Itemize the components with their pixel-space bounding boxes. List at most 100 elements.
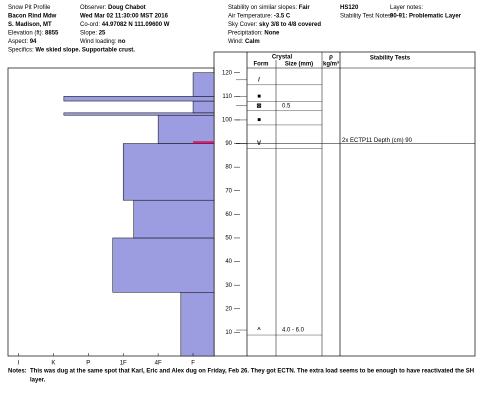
column-header: kg/m³ [323, 61, 339, 68]
x-tick-label: P [86, 361, 90, 367]
header-field: Slope: 25 [80, 30, 106, 36]
notes-text: layer. [30, 378, 46, 384]
crystal-form: / [258, 77, 260, 83]
header-field: Co-ord: 44.97082 N 111.09600 W [80, 22, 170, 28]
field-value: We skied slope. Supportable crust. [35, 47, 135, 53]
column-header: ρ [329, 55, 333, 61]
header-field: Stability Test Notes: [340, 13, 393, 19]
field-label: Stability on similar slopes: [228, 5, 297, 11]
header-field: Elevation (ft): 8855 [8, 30, 59, 36]
x-tick-label: 4F [155, 361, 162, 367]
field-label: Layer notes: [390, 5, 423, 11]
header-field: Layer notes: [390, 5, 423, 11]
header-field: Wind loading: no [80, 39, 126, 45]
field-value: 8855 [45, 30, 59, 36]
hardness-layer [157, 114, 215, 144]
crystal-form: ■ [257, 94, 261, 100]
y-tick-label: 110 [222, 94, 232, 100]
header-field: Wed Mar 02 11:30:00 MST 2016 [80, 13, 169, 19]
field-value: Fair [299, 5, 311, 11]
hardness-layer [63, 112, 215, 116]
field-label: Specifics: [8, 47, 34, 53]
header-field: S. Madison, MT [8, 22, 52, 28]
field-value: Calm [245, 39, 260, 45]
header-field: Snow Pit Profile [8, 5, 51, 11]
hardness-layer [133, 199, 215, 239]
field-value: 94 [30, 39, 37, 45]
y-tick-label: 120 [222, 70, 233, 76]
y-tick-label: 10 [225, 330, 232, 336]
field-value: 25 [99, 30, 106, 36]
column-header: Size (mm) [285, 62, 313, 68]
field-label: Precipitation: [228, 30, 263, 36]
hardness-layer [112, 237, 215, 293]
field-value: -3.5 C [274, 13, 291, 19]
header-field: Air Temperature: -3.5 C [228, 13, 291, 19]
hardness-layer [192, 72, 215, 97]
x-tick-label: 1F [120, 361, 127, 367]
field-label: Slope: [80, 30, 97, 36]
field-label: Observer: [80, 5, 107, 11]
y-tick-label: 60 [225, 212, 232, 218]
crystal-form: ⊠ [256, 103, 261, 109]
field-label: Wind loading: [80, 39, 117, 45]
field-value: Doug Chabot [108, 5, 146, 11]
y-tick-label: 50 [225, 236, 232, 242]
x-tick-label: I [18, 361, 20, 367]
stability-test: 2x ECTP11 Depth (cm) 90 [342, 138, 413, 144]
crystal-form: ■ [257, 118, 261, 124]
crystal-size: 4.0 - 6.0 [282, 328, 305, 334]
crystal-form: ^ [257, 328, 261, 334]
field-value: None [264, 30, 280, 36]
y-tick-label: 80 [225, 165, 232, 171]
x-tick-label: F [191, 361, 195, 367]
field-value: S. Madison, MT [8, 22, 52, 28]
field-value: 44.97082 N 111.09600 W [102, 22, 170, 28]
header-field: HS120 [340, 5, 359, 11]
crystal-size: 0.5 [282, 103, 291, 109]
hardness-layer [122, 143, 215, 201]
field-label: Aspect: [8, 39, 28, 45]
hardness-layer [63, 96, 215, 102]
header-field: Sky Cover: sky 3/8 to 4/8 covered [228, 22, 321, 28]
y-tick-label: 90 [225, 141, 232, 147]
header-field: Precipitation: None [228, 30, 280, 36]
y-tick-label: 30 [225, 283, 232, 289]
field-value: no [118, 39, 126, 45]
header-field: Bacon Rind Mdw [8, 13, 57, 19]
notes-text: This was dug at the same spot that Karl,… [30, 369, 474, 375]
column-header: Crystal [272, 55, 293, 61]
header-field: Aspect: 94 [8, 39, 37, 45]
field-value: HS120 [340, 5, 359, 11]
x-tick-label: K [51, 361, 55, 367]
field-value: 90-91: Problematic Layer [390, 13, 462, 19]
field-label: Snow Pit Profile [8, 5, 51, 11]
y-tick-label: 40 [225, 259, 232, 265]
field-label: Stability Test Notes: [340, 13, 393, 19]
hardness-layer [180, 292, 215, 357]
y-tick-label: 100 [222, 118, 233, 124]
problem-layer-mark [193, 141, 214, 144]
header-field: 90-91: Problematic Layer [390, 13, 462, 19]
y-tick-label: 20 [225, 306, 232, 312]
field-value: Bacon Rind Mdw [8, 13, 57, 19]
header-field: Wind: Calm [228, 39, 260, 45]
table-frame [213, 51, 476, 357]
header-field: Specifics: We skied slope. Supportable c… [8, 47, 135, 53]
field-label: Wind: [228, 39, 244, 45]
y-tick-label: 70 [225, 188, 232, 194]
hardness-layer [192, 100, 215, 114]
header-field: Stability on similar slopes: Fair [228, 5, 310, 11]
field-label: Elevation (ft): [8, 30, 44, 36]
field-label: Co-ord: [80, 22, 100, 28]
column-header: Form [254, 62, 269, 68]
field-value: sky 3/8 to 4/8 covered [259, 22, 321, 28]
field-label: Sky Cover: [228, 22, 258, 28]
header-field: Observer: Doug Chabot [80, 5, 146, 11]
crystal-form: V [257, 141, 261, 147]
column-header: Stability Tests [370, 56, 411, 62]
field-label: Air Temperature: [228, 13, 273, 19]
notes-label: Notes: [8, 369, 27, 375]
